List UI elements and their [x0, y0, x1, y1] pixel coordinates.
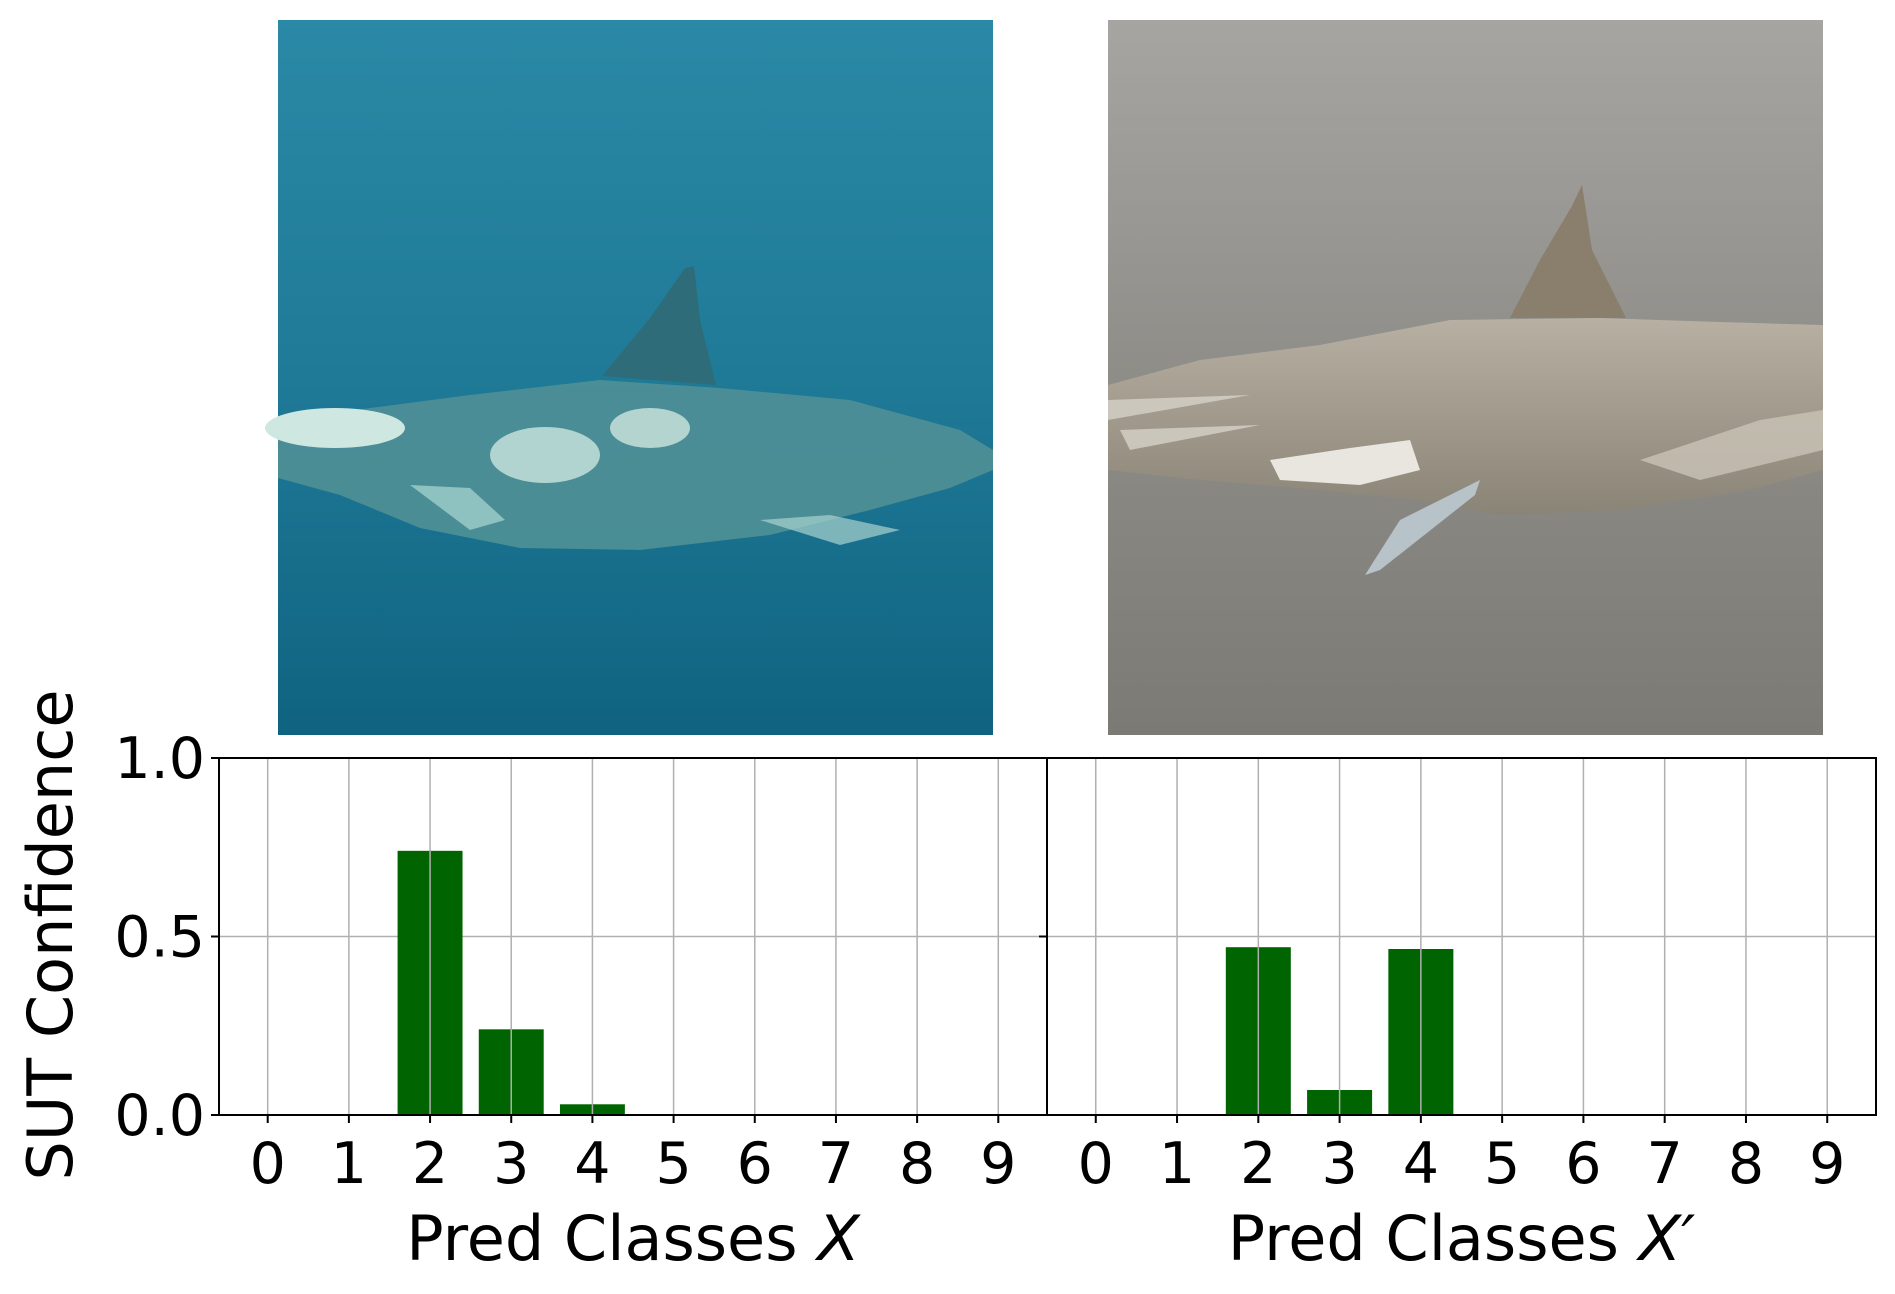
- x-tick-label: 1: [331, 1131, 367, 1197]
- shark-jaw-streaks: [1108, 395, 1260, 450]
- x-tick-label: 9: [1809, 1131, 1845, 1197]
- x-tick-label: 2: [1240, 1131, 1276, 1197]
- x-tick-label: 3: [493, 1131, 529, 1197]
- right-bar-chart: 0 1 2 3 4 5 6 7 8 9 Pred Classes X′: [1039, 757, 1877, 1275]
- shark-belly-highlight: [1270, 440, 1420, 485]
- x-tick-label: 3: [1321, 1131, 1357, 1197]
- y-tick-label: 0.0: [114, 1083, 205, 1149]
- transformed-shark-photo: [1108, 20, 1823, 735]
- x-tick-label: 2: [412, 1131, 448, 1197]
- x-tick-label: 4: [1403, 1131, 1439, 1197]
- x-tick-label: 8: [899, 1131, 935, 1197]
- x-tick-label: 5: [655, 1131, 691, 1197]
- x-tick-label: 0: [250, 1131, 286, 1197]
- shark-lower-fin: [1640, 410, 1823, 480]
- x-tick-label: 4: [574, 1131, 610, 1197]
- x-tick-label: 7: [818, 1131, 854, 1197]
- shark-pectoral-fin: [1365, 480, 1480, 575]
- x-axis-variable: X′: [1636, 1202, 1696, 1275]
- shark-dorsal-fin: [602, 266, 716, 385]
- y-axis-label: SUT Confidence: [14, 690, 87, 1181]
- underwater-shark-photo: [265, 20, 993, 735]
- x-tick-label: 7: [1647, 1131, 1683, 1197]
- shark-lower-fin: [760, 515, 900, 545]
- left-bar-chart: 0 1 2 3 4 5 6 7 8 9 0.0 0.5 1.0 Pred Classes X SUT Con…: [14, 690, 1048, 1275]
- shark-pectoral-fin: [410, 485, 505, 530]
- x-tick-label: 1: [1159, 1131, 1195, 1197]
- x-tick-label: 9: [980, 1131, 1016, 1197]
- x-axis-label: Pred Classes X′: [1228, 1202, 1695, 1275]
- y-tick-label: 1.0: [114, 726, 205, 792]
- x-tick-label: 6: [737, 1131, 773, 1197]
- x-tick-label: 8: [1728, 1131, 1764, 1197]
- y-tick-label: 0.5: [114, 905, 205, 971]
- x-axis-variable: X: [814, 1202, 861, 1275]
- x-axis-label-text: Pred Classes: [406, 1202, 817, 1275]
- shark-dorsal-fin: [1510, 185, 1626, 318]
- x-tick-label: 0: [1078, 1131, 1114, 1197]
- shark-belly-highlight: [490, 427, 600, 483]
- shark-belly-highlight: [610, 408, 690, 448]
- shark-belly-highlight: [265, 408, 405, 448]
- x-axis-label: Pred Classes X: [406, 1202, 861, 1275]
- x-tick-label: 5: [1484, 1131, 1520, 1197]
- x-axis-label-text: Pred Classes: [1228, 1202, 1639, 1275]
- x-tick-label: 6: [1565, 1131, 1601, 1197]
